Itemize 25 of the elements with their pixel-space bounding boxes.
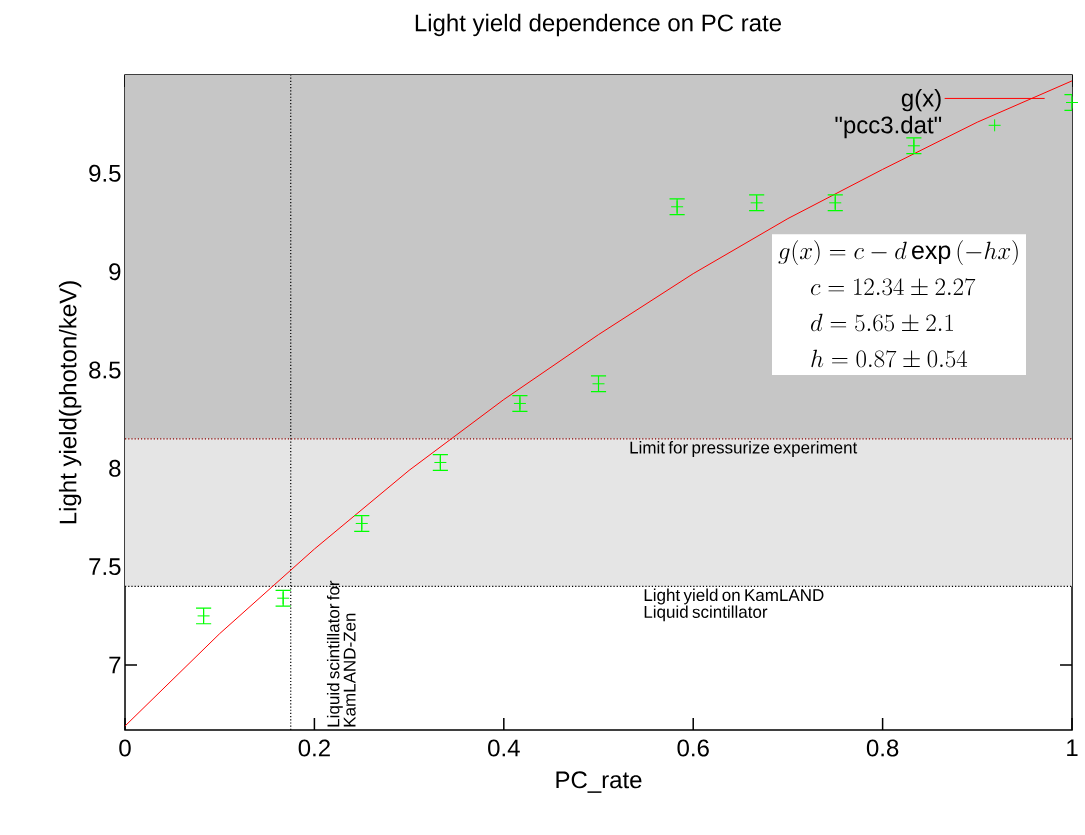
- x-axis-title: PC_rate: [556, 771, 642, 793]
- y-tick-label: 7.5: [89, 558, 121, 576]
- x-tick-label: 0.2: [298, 739, 330, 757]
- ref-line-label: Liquid scintillator for KamLAND-Zen: [326, 580, 356, 727]
- y-axis-title: Light yield(photon/keV): [58, 281, 82, 524]
- x-tick-label: 1: [1067, 739, 1078, 757]
- y-tick-label: 8.5: [89, 361, 121, 379]
- annotation: $c = 12.34 \pm 2.27$: [811, 278, 976, 296]
- legend-label: g(x): [901, 88, 941, 112]
- ref-line-label: Light yield on KamLAND Liquid scintillator: [644, 588, 824, 622]
- y-tick-label: 8: [109, 459, 121, 477]
- x-tick-label: 0: [119, 739, 131, 757]
- legend-label: "pcc3.dat": [835, 115, 942, 139]
- y-tick-label: 9.5: [89, 164, 121, 182]
- annotation: $g(x) = c - d\exp\left(-hx\right)$: [778, 240, 1018, 266]
- chart-title: Light yield dependence on PC rate: [415, 13, 781, 37]
- line-series: [125, 80, 1073, 727]
- x-tick-label: 0.6: [677, 739, 709, 757]
- x-tick-label: 0.8: [866, 739, 899, 757]
- ref-line-label: Limit for pressurize experiment: [630, 441, 858, 457]
- y-tick-label: 7: [109, 656, 121, 674]
- annotation: $d = 5.65 \pm 2.1$: [811, 313, 953, 332]
- y-tick-label: 9: [109, 263, 121, 281]
- annotation: $h = 0.87 \pm 0.54$: [811, 349, 968, 368]
- x-tick-label: 0.4: [488, 739, 520, 757]
